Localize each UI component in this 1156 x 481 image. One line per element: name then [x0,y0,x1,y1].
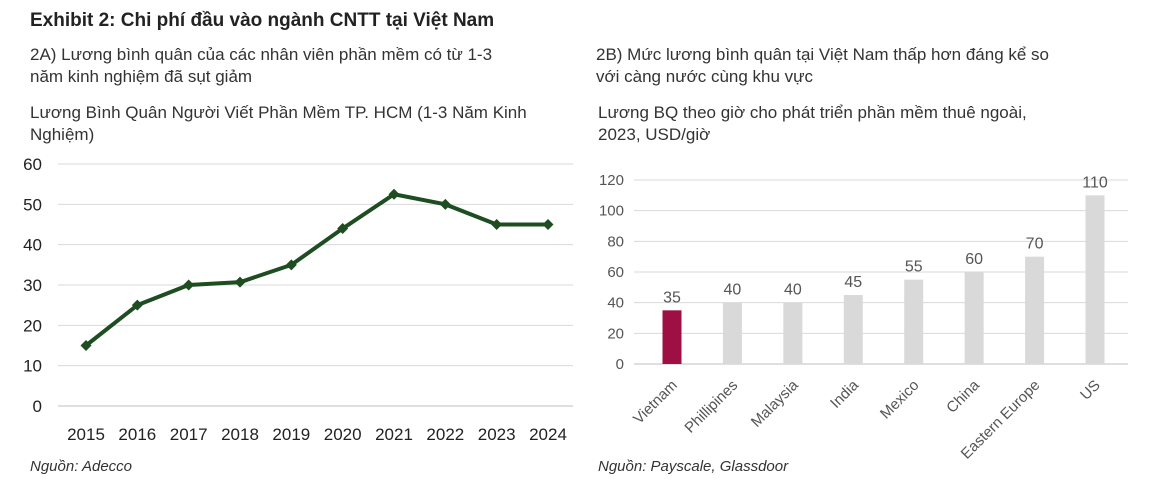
bar-chart-y-tick-label: 0 [616,356,624,373]
bar-chart-value-label: 35 [663,289,681,306]
line-chart-x-tick-label: 2018 [221,425,259,444]
line-chart-x-tick-label: 2016 [118,425,156,444]
line-chart-title: Lương Bình Quân Người Viết Phần Mềm TP. … [30,102,527,146]
bar-chart-y-tick-label: 80 [607,233,624,250]
line-chart-title-line2: Nghiệm) [30,125,95,144]
line-chart-data-point [183,279,195,291]
line-chart-data-point [439,198,451,210]
line-chart-data-point [388,188,400,200]
line-chart-x-tick-label: 2019 [272,425,310,444]
bar-chart-value-label: 40 [724,282,742,299]
line-chart-title-line1: Lương Bình Quân Người Viết Phần Mềm TP. … [30,103,527,122]
line-chart-series-line [84,192,550,348]
bar-chart-category-label: Malaysia [748,376,802,430]
line-chart-y-tick-label: 60 [23,155,42,174]
bar-chart-category-label: China [943,376,983,416]
bar-chart-bar [783,302,803,364]
right-source-note: Nguồn: Payscale, Glassdoor [598,458,789,475]
bar-chart-category-label: Vietnam [630,377,681,428]
bar-chart-bar [1085,195,1105,364]
bar-chart-value-label: 45 [844,274,862,291]
right-panel-heading-line2: với càng nước cùng khu vực [596,67,814,86]
line-chart-y-tick-label: 20 [23,316,42,335]
bar-chart-category-label: India [827,376,862,411]
left-source-note: Nguồn: Adecco [30,458,133,475]
bar-chart-title-line2: 2023, USD/giờ [598,125,711,144]
line-chart-x-tick-label: 2024 [529,425,567,444]
line-chart-x-tick-label: 2020 [324,425,362,444]
line-chart-data-point [131,299,143,311]
right-panel-heading: 2B) Mức lương bình quân tại Việt Nam thấ… [596,44,1049,88]
line-chart-x-tick-label: 2022 [426,425,464,444]
right-panel-heading-line1: 2B) Mức lương bình quân tại Việt Nam thấ… [596,45,1049,64]
line-chart-x-tick-label: 2023 [478,425,516,444]
bar-chart-y-tick-label: 40 [607,295,624,312]
bar-chart-category-label: Phillipines [681,377,741,437]
bar-chart-bar [904,279,924,364]
line-chart-x-tick-label: 2017 [170,425,208,444]
line-chart-data-point [285,259,297,271]
left-panel-heading-line1: 2A) Lương bình quân của các nhân viên ph… [30,45,493,64]
bar-chart-title: Lương BQ theo giờ cho phát triển phần mề… [598,102,1027,146]
bar-chart-bar [722,302,742,364]
line-chart-y-tick-label: 0 [33,397,42,416]
bar-chart-y-tick-label: 120 [599,172,624,189]
line-chart-y-tick-label: 30 [23,276,42,295]
exhibit-title: Exhibit 2: Chi phí đầu vào ngành CNTT tạ… [30,10,495,31]
line-chart-x-tick-label: 2015 [67,425,105,444]
bar-chart-value-label: 110 [1082,174,1108,191]
bar-chart-y-tick-label: 60 [607,264,624,281]
bar-chart-category-label: Mexico [877,377,923,423]
bar-chart-value-label: 55 [905,259,923,276]
line-chart-data-point [491,219,503,230]
line-chart-data-point [542,219,554,230]
bar-chart-bar [843,295,863,364]
bar-chart-y-tick-label: 20 [607,325,624,342]
bar-chart-value-label: 70 [1026,236,1044,253]
bar-chart-bar [662,310,682,364]
line-chart-data-point [234,276,246,288]
line-chart-data-point [337,223,349,235]
left-panel-heading: 2A) Lương bình quân của các nhân viên ph… [30,44,492,88]
left-panel-heading-line2: năm kinh nghiệm đã sụt giảm [30,67,253,86]
line-chart-y-tick-label: 40 [23,236,42,255]
bar-chart-value-label: 40 [784,282,802,299]
line-chart-data-point [80,340,92,351]
bar-chart-bar [964,272,984,364]
bar-chart-title-line1: Lương BQ theo giờ cho phát triển phần mề… [598,103,1027,122]
bar-chart-category-label: US [1077,377,1104,404]
bar-chart-value-label: 60 [965,251,983,268]
line-chart-x-tick-label: 2021 [375,425,413,444]
bar-chart-y-tick-label: 100 [599,203,624,220]
line-chart-y-tick-label: 50 [23,195,42,214]
line-chart-y-tick-label: 10 [23,357,42,376]
bar-chart-bar [1025,256,1045,364]
